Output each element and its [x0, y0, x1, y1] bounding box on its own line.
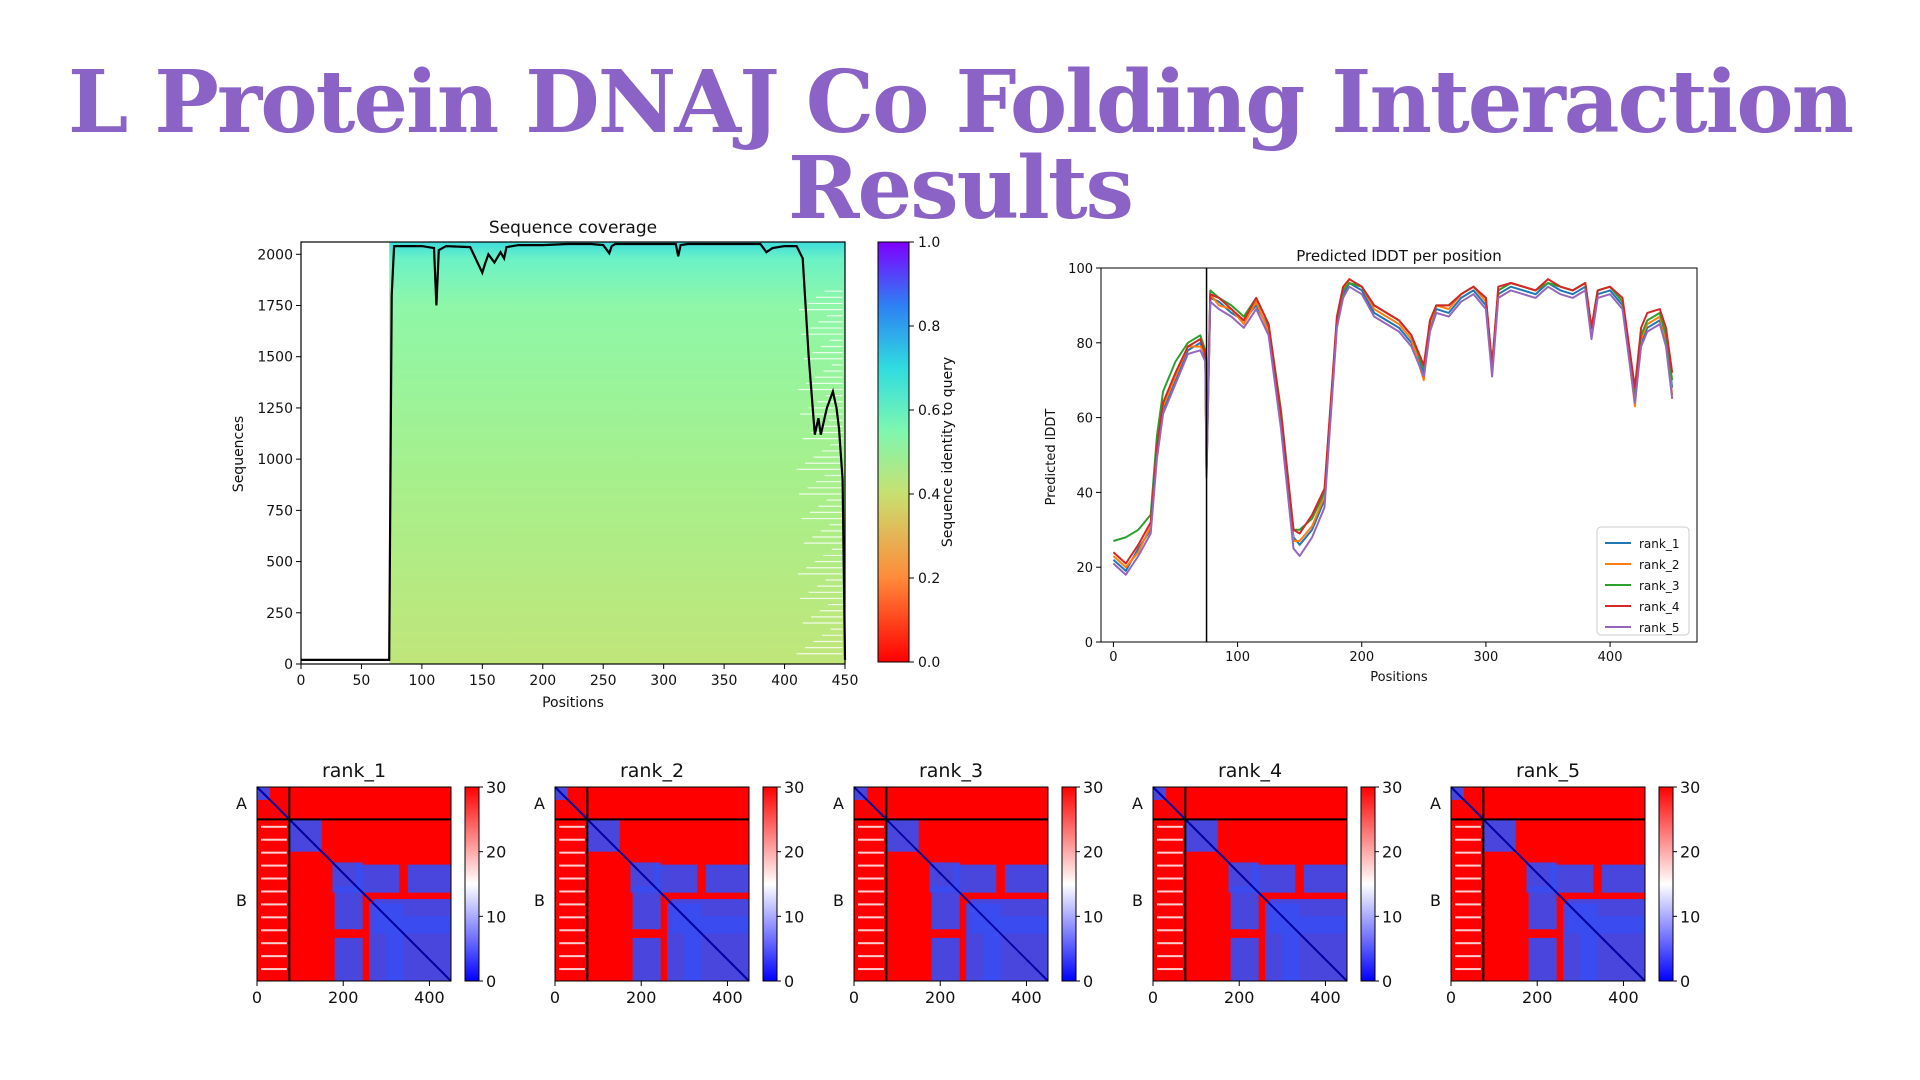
coverage-xtick-label: 150	[469, 673, 496, 689]
coverage-xlabel: Positions	[542, 695, 604, 711]
coverage-ylabel: Sequences	[231, 416, 247, 492]
coverage-ytick-label: 1000	[257, 452, 293, 468]
coverage-colorbar-tick-label: 0.6	[918, 403, 940, 419]
coverage-line	[301, 242, 847, 661]
coverage-colorbar	[877, 241, 910, 663]
coverage-title: Sequence coverage	[489, 218, 657, 238]
coverage-xtick-label: 450	[832, 673, 859, 689]
coverage-xtick-label: 50	[353, 673, 371, 689]
coverage-ytick-label: 250	[266, 606, 293, 622]
coverage-colorbar-tick-label: 0.4	[918, 487, 940, 503]
coverage-colorbar-tick-label: 0.0	[918, 655, 940, 671]
coverage-ytick-label: 750	[266, 503, 293, 519]
coverage-colorbar-ticks: 0.0 0.2 0.4 0.6 0.8 1.0	[909, 235, 940, 671]
coverage-xtick-label: 400	[771, 673, 798, 689]
coverage-ytick-label: 500	[266, 555, 293, 571]
slide-title: L Protein DNAJ Co Folding Interaction Re…	[67, 52, 1854, 239]
coverage-colorbar-tick-label: 0.2	[918, 571, 940, 587]
coverage-xtick-label: 250	[590, 673, 617, 689]
coverage-colorbar-tick-label: 0.8	[918, 319, 940, 335]
coverage-ytick-label: 1500	[257, 350, 293, 366]
coverage-xtick-label: 350	[711, 673, 738, 689]
coverage-ytick-label: 2000	[257, 247, 293, 263]
coverage-ytick-label: 1250	[257, 401, 293, 417]
coverage-xtick-label: 0	[297, 673, 306, 689]
coverage-plot-area	[301, 242, 847, 664]
coverage-xtick-label: 100	[409, 673, 436, 689]
coverage-ytick-label: 0	[284, 657, 293, 673]
coverage-colorbar-label: Sequence identity to query	[940, 357, 956, 547]
coverage-axes: 0 50 100 150 200 250 300 350 400 450 0 250 500 750 100…	[257, 241, 859, 689]
coverage-xtick-label: 200	[529, 673, 556, 689]
coverage-msa-fill	[389, 242, 845, 664]
coverage-ytick-label: 1750	[257, 299, 293, 315]
coverage-frame	[300, 241, 846, 665]
coverage-xtick-label: 300	[650, 673, 677, 689]
coverage-colorbar-tick-label: 1.0	[918, 235, 940, 251]
